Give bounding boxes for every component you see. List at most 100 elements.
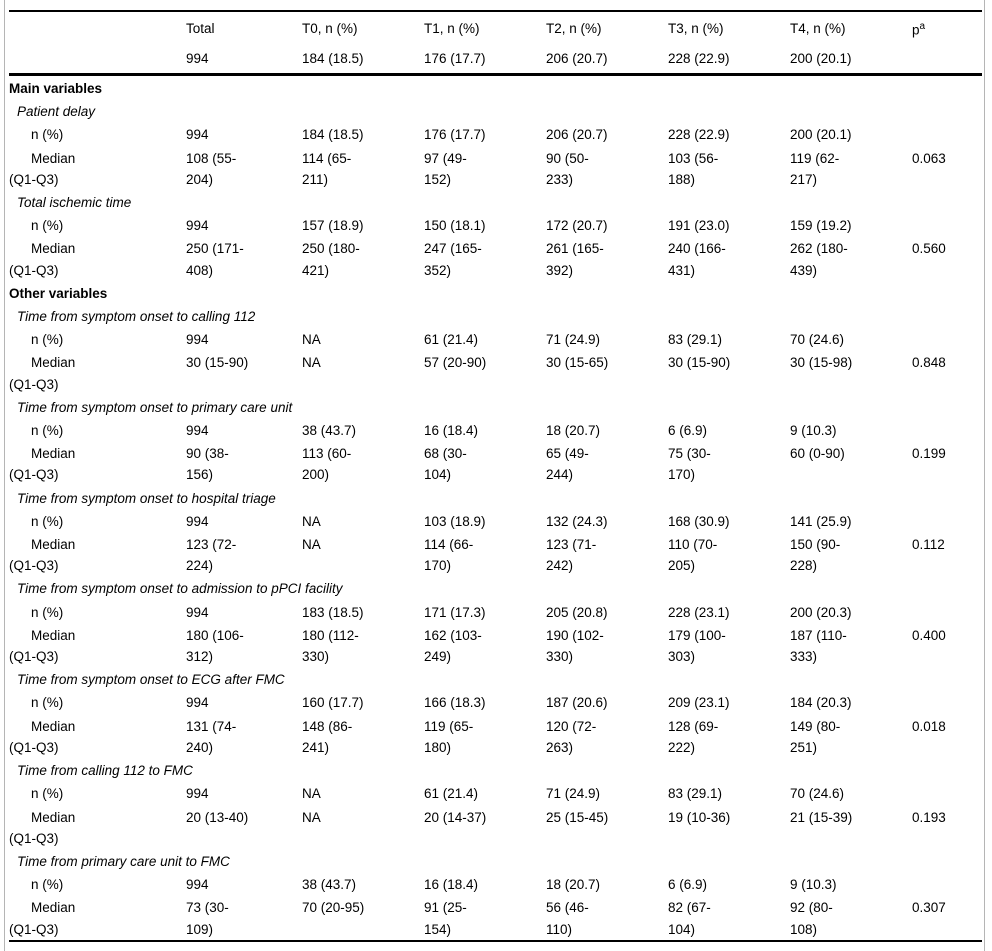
value-cell-t2: 187 (20.6) xyxy=(546,695,608,711)
value-cell-total: 994 xyxy=(186,127,209,143)
p-value-cell xyxy=(912,122,982,145)
table-header: Total T0, n (%) T1, n (%) T2, n (%) T3, … xyxy=(9,10,982,76)
value-cell-total: 994 xyxy=(186,604,209,620)
p-value-cell: 0.199 xyxy=(912,446,946,462)
header-t4-cell: T4, n (%) xyxy=(790,10,912,45)
value-cell-t2: 261 (165- 392) xyxy=(546,241,604,278)
value-cell-t0: NA xyxy=(302,513,321,529)
p-value-cell: 0.848 xyxy=(912,355,946,371)
value-cell-t4: 92 (80- 108) xyxy=(790,900,833,937)
data-row: Median (Q1-Q3) 180 (106- 312) 180 (112- … xyxy=(9,623,982,667)
counts-t4-cell: 200 (20.1) xyxy=(790,45,912,76)
header-total-cell: Total xyxy=(186,10,302,45)
data-row: n (%) 994 157 (18.9) 150 (18.1) 172 (20.… xyxy=(9,213,982,236)
value-cell-t0: NA xyxy=(302,809,321,825)
row-label-cell: n (%) xyxy=(31,604,64,620)
value-cell-t2: 120 (72- 263) xyxy=(546,718,597,755)
row-label-cell: n (%) xyxy=(31,786,64,802)
value-cell-t2: 30 (15-65) xyxy=(546,355,609,371)
value-cell-t2: 65 (49- 244) xyxy=(546,446,589,483)
value-cell-total: 994 xyxy=(186,695,209,711)
section-row: Other variables xyxy=(9,281,982,304)
value-cell-t0: 184 (18.5) xyxy=(302,127,364,143)
p-value-cell: 0.063 xyxy=(912,150,946,166)
data-row: Median (Q1-Q3) 90 (38- 156) 113 (60- 200… xyxy=(9,441,982,485)
p-value-cell xyxy=(912,213,982,236)
row-label-cell: Median (Q1-Q3) xyxy=(9,446,76,483)
value-cell-total: 73 (30- 109) xyxy=(186,900,229,937)
value-cell-t1: 68 (30- 104) xyxy=(424,446,467,483)
section-label: Other variables xyxy=(9,285,108,301)
variable-label: Time from primary care unit to FMC xyxy=(17,853,230,869)
data-row: Median (Q1-Q3) 123 (72- 224) NA 114 (66-… xyxy=(9,532,982,576)
data-row: n (%) 994 160 (17.7) 166 (18.3) 187 (20.… xyxy=(9,690,982,713)
left-frame-line xyxy=(4,0,5,951)
value-cell-t0: 114 (65- 211) xyxy=(302,150,352,187)
value-cell-t0: 113 (60- 200) xyxy=(302,446,352,483)
variable-row: Patient delay xyxy=(9,99,982,122)
value-cell-t4: 159 (19.2) xyxy=(790,218,852,234)
value-cell-t0: 148 (86- 241) xyxy=(302,718,353,755)
value-cell-t2: 206 (20.7) xyxy=(546,127,608,143)
value-cell-t3: 191 (23.0) xyxy=(668,218,730,234)
data-row: n (%) 994 38 (43.7) 16 (18.4) 18 (20.7) … xyxy=(9,872,982,895)
variable-label: Total ischemic time xyxy=(17,195,132,211)
value-cell-t3: 103 (56- 188) xyxy=(668,150,719,187)
row-label-cell: n (%) xyxy=(31,127,64,143)
value-cell-t2: 190 (102- 330) xyxy=(546,627,604,665)
value-cell-t4: 21 (15-39) xyxy=(790,809,853,825)
row-label-cell: Median (Q1-Q3) xyxy=(9,355,76,392)
value-cell-total: 994 xyxy=(186,513,209,529)
value-cell-t0: 70 (20-95) xyxy=(302,900,365,916)
value-cell-t2: 132 (24.3) xyxy=(546,513,608,529)
value-cell-t2: 18 (20.7) xyxy=(546,877,601,893)
header-label-row: Total T0, n (%) T1, n (%) T2, n (%) T3, … xyxy=(9,10,982,45)
value-cell-t3: 83 (29.1) xyxy=(668,332,723,348)
data-row: n (%) 994 NA 61 (21.4) 71 (24.9) 83 (29.… xyxy=(9,327,982,350)
row-label-cell: n (%) xyxy=(31,513,64,529)
value-cell-total: 108 (55- 204) xyxy=(186,150,237,187)
value-cell-t3: 240 (166- 431) xyxy=(668,241,726,278)
value-cell-t3: 6 (6.9) xyxy=(668,877,708,893)
value-cell-total: 994 xyxy=(186,877,209,893)
value-cell-t1: 103 (18.9) xyxy=(424,513,486,529)
value-cell-t4: 141 (25.9) xyxy=(790,513,852,529)
variable-row: Time from symptom onset to primary care … xyxy=(9,395,982,418)
value-cell-t0: 38 (43.7) xyxy=(302,423,357,439)
value-cell-total: 994 xyxy=(186,786,209,802)
value-cell-total: 250 (171- 408) xyxy=(186,241,244,278)
variable-label: Time from symptom onset to ECG after FMC xyxy=(17,672,285,688)
data-row: Median (Q1-Q3) 73 (30- 109) 70 (20-95) 9… xyxy=(9,895,982,940)
p-value-cell: 0.400 xyxy=(912,627,946,643)
counts-t0-cell: 184 (18.5) xyxy=(302,45,424,76)
counts-p-cell xyxy=(912,45,982,76)
value-cell-t1: 114 (66- 170) xyxy=(424,537,474,574)
variable-row: Time from symptom onset to admission to … xyxy=(9,576,982,599)
value-cell-total: 90 (38- 156) xyxy=(186,446,229,483)
section-label: Main variables xyxy=(9,81,103,96)
row-label-cell: Median (Q1-Q3) xyxy=(9,900,76,937)
p-footnote-marker: a xyxy=(919,21,926,33)
value-cell-t2: 18 (20.7) xyxy=(546,423,601,439)
data-row: n (%) 994 183 (18.5) 171 (17.3) 205 (20.… xyxy=(9,600,982,623)
variable-label: Time from symptom onset to hospital tria… xyxy=(17,490,276,506)
row-label-cell: n (%) xyxy=(31,218,64,234)
p-value-cell xyxy=(912,327,982,350)
value-cell-t4: 9 (10.3) xyxy=(790,877,837,893)
value-cell-t1: 162 (103- 249) xyxy=(424,627,482,665)
value-cell-total: 30 (15-90) xyxy=(186,355,249,371)
section-row: Main variables xyxy=(9,75,982,100)
value-cell-t0: 157 (18.9) xyxy=(302,218,364,234)
data-row: Median (Q1-Q3) 20 (13-40) NA 20 (14-37) … xyxy=(9,805,982,849)
data-row: Median (Q1-Q3) 131 (74- 240) 148 (86- 24… xyxy=(9,714,982,758)
table-body: Main variables Patient delay n (%) 994 1… xyxy=(9,75,982,941)
p-value-cell xyxy=(912,690,982,713)
variable-label: Patient delay xyxy=(17,104,96,120)
value-cell-t1: 166 (18.3) xyxy=(424,695,486,711)
right-frame-line xyxy=(984,0,985,951)
value-cell-t1: 176 (17.7) xyxy=(424,127,486,143)
data-row: n (%) 994 38 (43.7) 16 (18.4) 18 (20.7) … xyxy=(9,418,982,441)
value-cell-t1: 150 (18.1) xyxy=(424,218,486,234)
variable-row: Time from primary care unit to FMC xyxy=(9,849,982,872)
